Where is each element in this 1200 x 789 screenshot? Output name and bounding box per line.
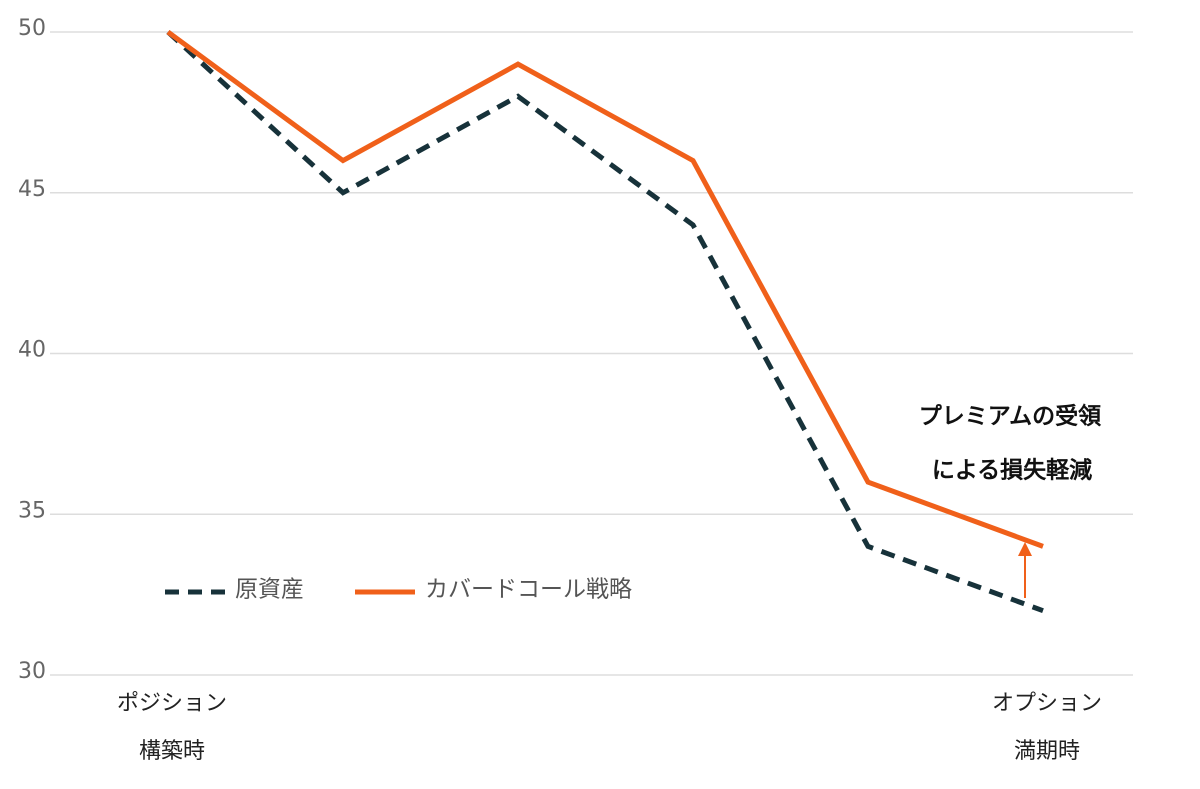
x-tick-label: ポジション xyxy=(117,691,227,716)
y-tick-label: 35 xyxy=(18,498,46,523)
x-tick-label: 構築時 xyxy=(139,739,205,764)
legend-label: 原資産 xyxy=(235,577,304,603)
x-tick-label: 満期時 xyxy=(1014,739,1080,764)
y-tick-label: 50 xyxy=(18,16,46,41)
y-tick-label: 40 xyxy=(18,338,46,363)
x-tick-label: オプション xyxy=(992,691,1102,716)
line-series xyxy=(166,29,1044,549)
annotation: による損失軽減 xyxy=(932,458,1092,484)
line-series xyxy=(166,30,1044,614)
y-tick-label: 45 xyxy=(18,177,46,202)
annotation: プレミアムの受領 xyxy=(919,403,1102,430)
y-tick-label: 30 xyxy=(18,659,46,684)
legend-label: カバードコール戦略 xyxy=(425,577,632,603)
